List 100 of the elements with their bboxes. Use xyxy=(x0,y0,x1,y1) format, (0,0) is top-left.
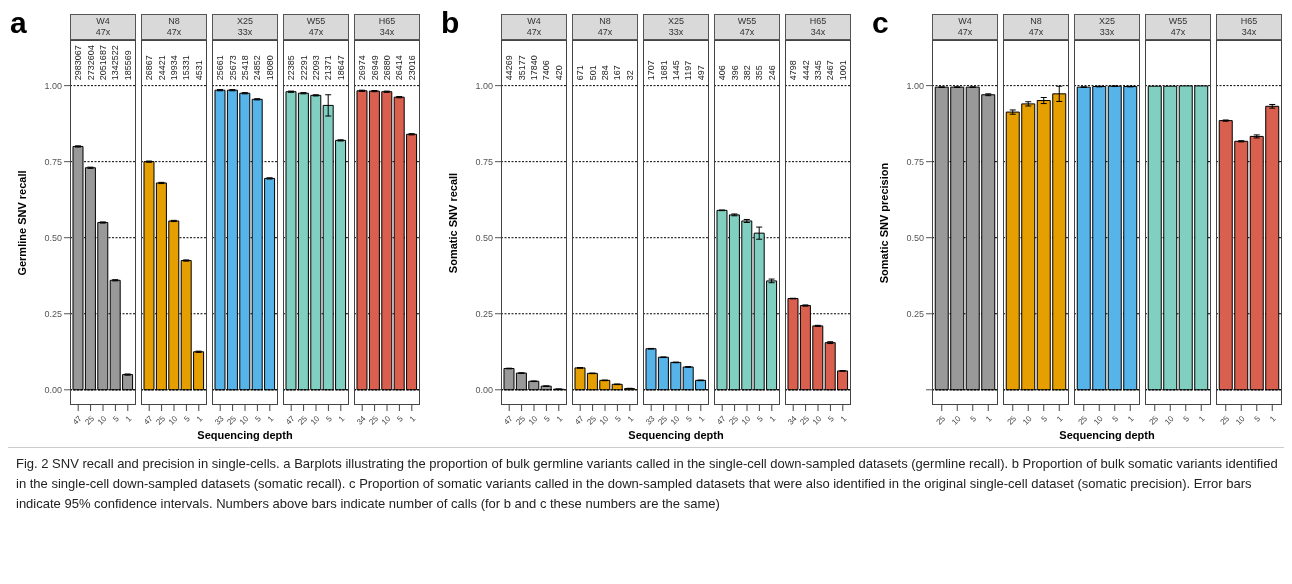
chart-subtitle: 47x xyxy=(956,27,974,38)
y-tick-label: 0.00 xyxy=(44,384,62,395)
annotation: 420 xyxy=(553,65,564,81)
chart-subtitle: 47x xyxy=(307,27,325,38)
annotation: 497 xyxy=(695,65,706,81)
annotation: 25661 xyxy=(215,55,226,81)
x-tick-label: 1 xyxy=(1268,413,1279,424)
x-tick-label: 10 xyxy=(1163,413,1177,427)
x-tick-label: 1 xyxy=(265,413,276,424)
chart-title: N8 xyxy=(598,16,612,27)
x-tick-label: 25 xyxy=(656,413,670,427)
chart-subtitle: 33x xyxy=(667,27,685,38)
x-tick-label: 5 xyxy=(542,413,553,424)
annotation: 26414 xyxy=(394,55,405,81)
x-tick-label: 10 xyxy=(810,413,824,427)
annotation: 1342522 xyxy=(110,45,121,81)
annotation: 396 xyxy=(729,65,740,81)
annotation: 382 xyxy=(742,65,752,81)
chart-subtitle: 33x xyxy=(236,27,254,38)
annotation: 25418 xyxy=(240,55,250,81)
chart-subtitle: 47x xyxy=(738,27,756,38)
annotation: 19934 xyxy=(169,55,179,81)
chart-subtitle: 33x xyxy=(1098,27,1116,38)
y-tick-label: 0.50 xyxy=(906,232,924,243)
x-axis-title: Sequencing depth xyxy=(1059,429,1155,443)
chart-subtitle: 47x xyxy=(525,27,543,38)
x-tick-label: 25 xyxy=(296,413,310,427)
annotation: 671 xyxy=(575,65,586,81)
x-tick-label: 5 xyxy=(1252,413,1263,424)
chart-title: W4 xyxy=(95,16,111,27)
annotation: 4798 xyxy=(788,60,799,81)
x-tick-label: 1 xyxy=(194,413,205,424)
y-tick-label: 1.00 xyxy=(475,80,493,91)
x-tick-label: 25 xyxy=(83,413,97,427)
chart-subtitle: 34x xyxy=(809,27,827,38)
x-tick-label: 47 xyxy=(501,413,516,427)
annotation: 25673 xyxy=(227,55,238,81)
x-tick-label: 5 xyxy=(1039,413,1050,424)
x-tick-label: 25 xyxy=(585,413,599,427)
x-tick-label: 34 xyxy=(354,413,369,427)
x-tick-label: 1 xyxy=(1197,413,1208,424)
chart-title: W4 xyxy=(526,16,542,27)
chart-title: W4 xyxy=(957,16,973,27)
x-tick-label: 10 xyxy=(379,413,393,427)
y-tick-label: 0.75 xyxy=(475,156,493,167)
annotation: 26974 xyxy=(357,55,368,81)
x-tick-label: 1 xyxy=(407,413,418,424)
x-tick-label: 10 xyxy=(308,413,322,427)
y-tick-label: 0.75 xyxy=(906,156,924,167)
annotation: 501 xyxy=(587,65,598,81)
y-tick-label: 0.25 xyxy=(906,308,924,319)
x-tick-label: 47 xyxy=(714,413,729,427)
annotation: 3345 xyxy=(813,60,823,81)
annotation: 4442 xyxy=(800,60,811,81)
x-tick-label: 10 xyxy=(739,413,753,427)
annotation: 26949 xyxy=(369,55,380,81)
x-tick-label: 1 xyxy=(767,413,778,424)
y-tick-label: 0.50 xyxy=(44,232,62,243)
annotation: 4531 xyxy=(193,60,204,81)
x-tick-label: 1 xyxy=(554,413,565,424)
x-tick-label: 10 xyxy=(166,413,180,427)
chart-title: N8 xyxy=(1029,16,1043,27)
annotation: 26867 xyxy=(144,55,155,81)
x-tick-label: 1 xyxy=(838,413,849,424)
annotation: 24852 xyxy=(252,55,263,81)
annotation: 18647 xyxy=(335,55,346,81)
chart-title: N8 xyxy=(167,16,181,27)
x-tick-label: 5 xyxy=(395,413,406,424)
chart-subtitle: 47x xyxy=(94,27,112,38)
y-tick-label: 0.50 xyxy=(475,232,493,243)
chart-title: W55 xyxy=(1167,16,1189,27)
x-tick-label: 25 xyxy=(1076,413,1090,427)
x-tick-label: 10 xyxy=(1021,413,1035,427)
y-tick-label: 1.00 xyxy=(44,80,62,91)
x-tick-label: 47 xyxy=(141,413,156,427)
x-tick-label: 1 xyxy=(1126,413,1137,424)
x-tick-label: 1 xyxy=(336,413,347,424)
chart-subtitle: 47x xyxy=(1169,27,1187,38)
x-tick-label: 47 xyxy=(283,413,298,427)
x-tick-label: 25 xyxy=(1218,413,1232,427)
annotation: 1197 xyxy=(683,60,694,81)
x-tick-label: 5 xyxy=(324,413,335,424)
x-tick-label: 25 xyxy=(154,413,168,427)
x-tick-label: 33 xyxy=(212,413,227,427)
annotation: 32 xyxy=(624,70,635,81)
annotation: 18080 xyxy=(264,55,275,81)
y-axis-title: Germline SNV recall xyxy=(16,169,28,276)
annotation: 2732604 xyxy=(85,45,96,81)
chart-title: X25 xyxy=(236,16,254,27)
chart-title: W55 xyxy=(305,16,327,27)
annotation: 23016 xyxy=(406,55,417,81)
x-tick-label: 1 xyxy=(696,413,707,424)
x-tick-label: 34 xyxy=(785,413,800,427)
x-tick-label: 5 xyxy=(684,413,695,424)
x-tick-label: 10 xyxy=(668,413,682,427)
chart-title: H65 xyxy=(377,16,397,27)
x-tick-label: 10 xyxy=(1234,413,1248,427)
x-tick-label: 47 xyxy=(572,413,587,427)
x-tick-label: 10 xyxy=(526,413,540,427)
chart-title: W55 xyxy=(736,16,758,27)
